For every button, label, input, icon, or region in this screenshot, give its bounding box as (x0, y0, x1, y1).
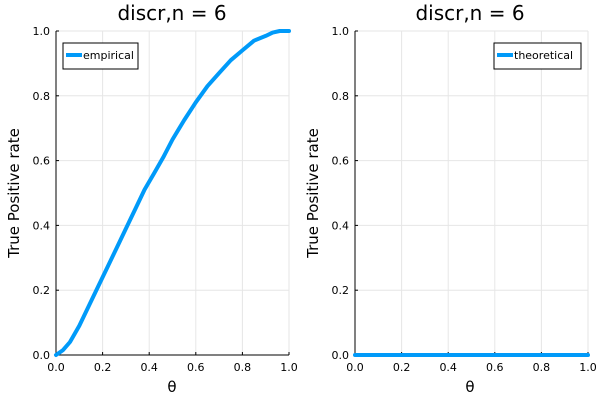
right-x-tick-label-2: 0.4 (439, 361, 457, 374)
right-y-tick-label-2: 0.4 (332, 219, 350, 232)
left-panel: discr,n = 6 0.0 0.2 0.4 0.6 0.8 1.00.00.20.40… (5, 1, 298, 396)
left-gridlines (55, 30, 290, 356)
left-chart-title: discr,n = 6 (117, 1, 226, 25)
right-x-tick-label-3: 0.6 (486, 361, 504, 374)
left-y-tick-label-1: 0.2 (33, 284, 51, 297)
left-x-tick-label-2: 0.4 (140, 361, 158, 374)
left-x-tick-label-1: 0.2 (94, 361, 112, 374)
right-x-tick-label-4: 0.8 (533, 361, 551, 374)
right-chart-title: discr,n = 6 (415, 1, 524, 25)
right-legend: theoretical (493, 42, 582, 70)
left-x-tick-label-4: 0.8 (234, 361, 252, 374)
left-y-tick-label-0: 0.0 (33, 349, 51, 362)
left-axes (55, 30, 290, 356)
right-panel: discr,n = 6 0.0 0.2 0.4 0.6 0.8 1.00.00.20.40… (304, 1, 597, 396)
left-series-line-0 (54, 29, 291, 357)
right-x-axis-label: θ (465, 378, 474, 396)
right-legend-label-theoretical: theoretical (514, 49, 573, 62)
right-y-tick-label-3: 0.6 (332, 155, 350, 168)
left-y-axis-label: True Positive rate (5, 128, 23, 259)
left-x-tick-label-3: 0.6 (187, 361, 205, 374)
left-y-tick-label-4: 0.8 (33, 90, 51, 103)
right-tick-labels: 0.0 0.2 0.4 0.6 0.8 1.0 0.0 0.2 0.4 0.6 0.8 1.0 (332, 25, 597, 374)
right-y-axis-label: True Positive rate (304, 128, 322, 259)
right-y-tick-label-0: 0.0 (332, 349, 350, 362)
left-legend-label-empirical: empirical (83, 49, 134, 62)
right-gridlines (354, 30, 589, 356)
right-y-tick-label-1: 0.2 (332, 284, 350, 297)
right-axes (354, 30, 589, 356)
left-x-tick-label-5: 1.0 (280, 361, 298, 374)
left-legend: empirical (62, 42, 139, 70)
left-x-tick-label-0: 0.0 (47, 361, 65, 374)
right-x-tick-label-0: 0.0 (346, 361, 364, 374)
left-x-axis-label: θ (167, 378, 176, 396)
left-series-group (54, 29, 291, 357)
left-tick-labels: 0.0 0.2 0.4 0.6 0.8 1.0 0.0 0.2 0.4 0.6 0.8 1.0 (33, 25, 298, 374)
right-x-tick-label-1: 0.2 (393, 361, 411, 374)
right-y-tick-label-5: 1.0 (332, 25, 350, 38)
left-y-tick-label-3: 0.6 (33, 155, 51, 168)
left-y-tick-label-5: 1.0 (33, 25, 51, 38)
left-y-tick-label-2: 0.4 (33, 219, 51, 232)
right-x-tick-label-5: 1.0 (579, 361, 597, 374)
right-y-tick-label-4: 0.8 (332, 90, 350, 103)
